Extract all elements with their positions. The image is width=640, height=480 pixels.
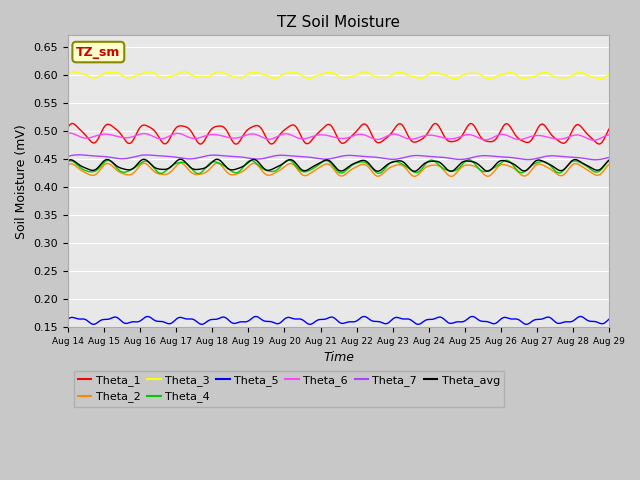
Theta_6: [590, 137, 598, 143]
Theta_3: [423, 72, 431, 78]
Theta_7: [493, 154, 501, 159]
Theta_3: [245, 71, 253, 76]
Theta_4: [184, 162, 192, 168]
Theta_2: [245, 163, 253, 168]
Theta_1: [64, 124, 72, 130]
Theta_6: [605, 132, 613, 138]
Theta_6: [65, 130, 73, 136]
Theta_6: [541, 133, 549, 139]
Theta_5: [64, 316, 72, 322]
Theta_1: [172, 126, 179, 132]
Theta_2: [64, 162, 72, 168]
Theta_7: [423, 153, 431, 159]
Theta_avg: [605, 157, 613, 163]
Theta_2: [447, 173, 455, 179]
Legend: Theta_1, Theta_2, Theta_3, Theta_4, Theta_5, Theta_6, Theta_7, Theta_avg: Theta_1, Theta_2, Theta_3, Theta_4, Thet…: [74, 371, 504, 407]
Theta_7: [185, 156, 193, 162]
Theta_4: [172, 161, 179, 167]
Theta_3: [172, 72, 179, 78]
Theta_3: [64, 71, 72, 76]
Theta_7: [541, 154, 549, 159]
Theta_1: [185, 126, 193, 132]
Line: Theta_3: Theta_3: [68, 72, 609, 79]
Theta_2: [177, 160, 185, 166]
Theta_7: [64, 154, 72, 159]
Theta_6: [493, 132, 501, 138]
Theta_1: [232, 141, 240, 147]
Y-axis label: Soil Moisture (mV): Soil Moisture (mV): [15, 124, 28, 239]
Theta_7: [245, 156, 253, 161]
Theta_3: [494, 73, 502, 79]
Theta_5: [245, 318, 253, 324]
Theta_avg: [245, 159, 253, 165]
Theta_avg: [410, 168, 418, 174]
Theta_5: [172, 317, 179, 323]
Theta_2: [605, 161, 613, 167]
Line: Theta_6: Theta_6: [68, 133, 609, 140]
Theta_7: [172, 154, 179, 160]
Theta_1: [605, 126, 613, 132]
Theta_4: [541, 159, 549, 165]
Theta_5: [541, 315, 549, 321]
X-axis label: Time: Time: [323, 351, 354, 364]
Theta_5: [184, 316, 192, 322]
Theta_2: [541, 164, 549, 169]
Theta_2: [494, 164, 502, 170]
Theta_6: [245, 132, 253, 137]
Theta_7: [75, 152, 83, 158]
Theta_avg: [64, 158, 72, 164]
Theta_7: [592, 157, 600, 163]
Theta_3: [541, 70, 549, 75]
Theta_4: [494, 162, 502, 168]
Text: TZ_sm: TZ_sm: [76, 46, 120, 59]
Theta_4: [64, 159, 72, 165]
Theta_4: [423, 160, 431, 166]
Theta_5: [522, 322, 530, 327]
Theta_avg: [185, 163, 193, 168]
Theta_1: [423, 131, 431, 137]
Theta_3: [185, 70, 193, 76]
Theta_avg: [177, 156, 184, 162]
Theta_5: [577, 313, 584, 319]
Theta_3: [605, 72, 613, 77]
Line: Theta_7: Theta_7: [68, 155, 609, 160]
Theta_2: [172, 164, 179, 170]
Theta_1: [494, 133, 502, 139]
Theta_7: [605, 155, 613, 160]
Theta_6: [172, 131, 179, 136]
Theta_2: [423, 164, 431, 169]
Theta_6: [185, 134, 193, 140]
Theta_4: [465, 157, 473, 163]
Theta_1: [541, 124, 549, 130]
Theta_4: [605, 158, 613, 164]
Theta_1: [68, 120, 76, 126]
Theta_5: [422, 317, 430, 323]
Line: Theta_4: Theta_4: [68, 160, 609, 174]
Line: Theta_5: Theta_5: [68, 316, 609, 324]
Theta_4: [245, 158, 253, 164]
Theta_5: [493, 320, 501, 325]
Theta_1: [246, 125, 253, 131]
Line: Theta_1: Theta_1: [68, 123, 609, 144]
Theta_3: [180, 69, 188, 74]
Theta_avg: [494, 159, 502, 165]
Title: TZ Soil Moisture: TZ Soil Moisture: [277, 15, 400, 30]
Line: Theta_2: Theta_2: [68, 163, 609, 176]
Theta_avg: [423, 159, 431, 165]
Theta_5: [605, 316, 613, 322]
Theta_avg: [172, 160, 179, 166]
Theta_6: [64, 130, 72, 136]
Theta_3: [485, 76, 493, 82]
Theta_avg: [541, 159, 549, 165]
Theta_2: [185, 167, 193, 173]
Theta_6: [423, 132, 431, 138]
Line: Theta_avg: Theta_avg: [68, 159, 609, 171]
Theta_4: [195, 171, 202, 177]
